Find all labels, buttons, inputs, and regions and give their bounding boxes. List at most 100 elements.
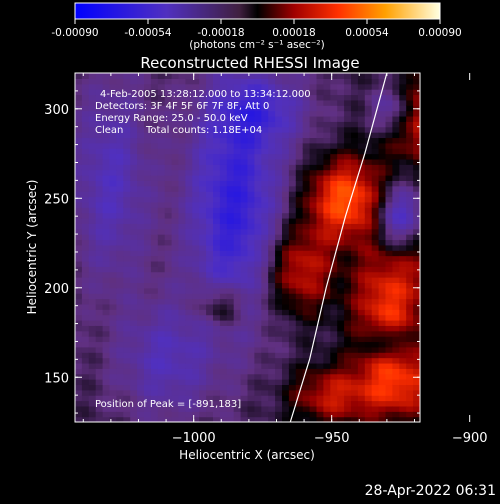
heatmap-cell <box>226 330 235 337</box>
heatmap-cell <box>413 244 420 251</box>
heatmap-cell <box>316 78 324 85</box>
heatmap-cell <box>116 196 124 203</box>
heatmap-cell <box>392 73 400 79</box>
heatmap-cell <box>219 169 228 176</box>
heatmap-cell <box>75 158 83 165</box>
heatmap-cell <box>316 287 324 294</box>
heatmap-cell <box>213 191 221 198</box>
heatmap-cell <box>282 260 290 267</box>
heatmap-cell <box>406 341 414 348</box>
heatmap-cell <box>157 405 166 412</box>
heatmap-cell <box>399 148 407 155</box>
heatmap-cell <box>357 228 366 235</box>
heatmap-cell <box>323 352 331 359</box>
heatmap-cell <box>109 303 117 310</box>
heatmap-cell <box>233 373 242 380</box>
heatmap-cell <box>378 180 387 187</box>
heatmap-cell <box>302 255 311 262</box>
heatmap-cell <box>95 352 104 359</box>
heatmap-cell <box>137 212 145 219</box>
heatmap-cell <box>81 379 90 386</box>
heatmap-cell <box>185 239 193 246</box>
heatmap-cell <box>240 314 249 321</box>
heatmap-cell <box>288 303 297 310</box>
heatmap-cell <box>254 293 262 300</box>
heatmap-cell <box>364 260 373 267</box>
heatmap-cell <box>157 137 166 144</box>
heatmap-cell <box>226 239 235 246</box>
heatmap-cell <box>330 368 338 375</box>
heatmap-cell <box>206 78 214 85</box>
heatmap-cell <box>302 185 311 192</box>
heatmap-cell <box>261 142 269 149</box>
heatmap-cell <box>275 169 283 176</box>
heatmap-cell <box>364 99 373 106</box>
heatmap-cell <box>171 191 180 198</box>
heatmap-cell <box>192 352 200 359</box>
heatmap-cell <box>261 78 269 85</box>
heatmap-cell <box>233 352 242 359</box>
heatmap-cell <box>233 185 242 192</box>
heatmap-cell <box>309 336 318 343</box>
heatmap-cell <box>337 357 345 364</box>
heatmap-cell <box>164 314 173 321</box>
heatmap-cell <box>288 83 297 90</box>
heatmap-cell <box>323 212 331 219</box>
heatmap-cell <box>357 175 366 181</box>
heatmap-cell <box>323 99 331 106</box>
heatmap-cell <box>406 105 414 112</box>
heatmap-cell <box>192 191 200 198</box>
heatmap-cell <box>316 153 324 160</box>
heatmap-cell <box>130 180 138 187</box>
heatmap-cell <box>295 266 304 273</box>
heatmap-cell <box>371 89 380 96</box>
heatmap-cell <box>88 228 97 235</box>
heatmap-cell <box>399 405 407 412</box>
heatmap-cell <box>385 341 393 348</box>
heatmap-cell <box>316 180 324 187</box>
heatmap-cell <box>157 282 166 289</box>
heatmap-cell <box>171 153 180 160</box>
heatmap-cell <box>275 89 283 96</box>
heatmap-cell <box>316 336 324 343</box>
x-axis-ticks: −1000 −950 −900 <box>82 73 488 446</box>
heatmap-cell <box>88 298 97 305</box>
heatmap-cell <box>351 405 359 412</box>
heatmap-cell <box>323 73 331 79</box>
heatmap-cell <box>413 169 420 176</box>
heatmap-cell <box>316 379 324 386</box>
heatmap-cell <box>144 94 152 101</box>
heatmap-cell <box>206 260 214 267</box>
heatmap-cell <box>240 346 249 353</box>
heatmap-cell <box>295 94 304 101</box>
heatmap-cell <box>344 73 352 79</box>
heatmap-cell <box>254 368 262 375</box>
heatmap-cell <box>323 260 331 267</box>
heatmap-cell <box>316 325 324 332</box>
heatmap-cell <box>95 142 104 149</box>
heatmap-cell <box>109 78 117 85</box>
heatmap-cell <box>406 255 414 262</box>
heatmap-cell <box>406 293 414 300</box>
heatmap-cell <box>185 148 193 155</box>
heatmap-cell <box>364 126 373 133</box>
heatmap-cell <box>88 89 97 96</box>
heatmap-cell <box>116 352 124 359</box>
heatmap-cell <box>309 175 318 181</box>
heatmap-cell <box>392 271 400 278</box>
heatmap-cell <box>150 110 159 117</box>
heatmap-cell <box>364 405 373 412</box>
heatmap-cell <box>302 142 311 149</box>
heatmap-cell <box>302 89 311 96</box>
heatmap-cell <box>254 175 262 181</box>
heatmap-cell <box>399 99 407 106</box>
heatmap-cell <box>137 282 145 289</box>
heatmap-cell <box>171 110 180 117</box>
heatmap-cell <box>109 180 117 187</box>
heatmap-cell <box>171 416 180 422</box>
heatmap-cell <box>219 314 228 321</box>
heatmap-cell <box>247 239 255 246</box>
heatmap-cell <box>109 260 117 267</box>
heatmap-cell <box>268 234 276 241</box>
